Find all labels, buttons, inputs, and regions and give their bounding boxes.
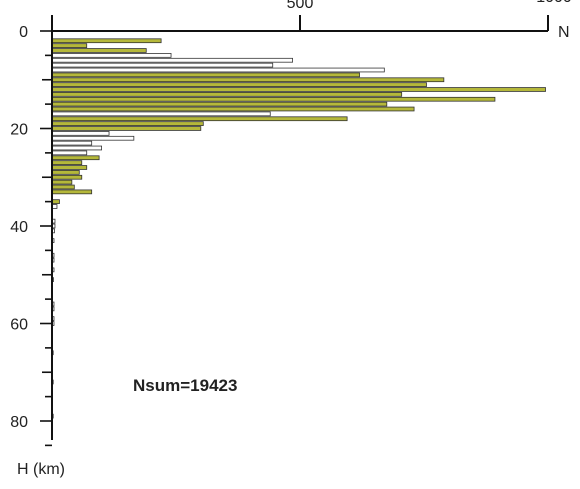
histogram-bar (51, 106, 415, 112)
x-axis-label: N (558, 24, 570, 41)
histogram-bar (51, 57, 293, 63)
x-tick-label-top: 1000 (536, 0, 572, 6)
histogram-bar (51, 165, 88, 170)
histogram-bar (51, 135, 135, 141)
y-tick-label: 40 (10, 219, 28, 236)
histogram-bar (51, 179, 73, 185)
y-ticks: 0 20 40 60 80 (10, 24, 52, 447)
histogram-bar (51, 101, 388, 107)
x-ticks: 500 (51, 0, 549, 31)
histogram-bar (51, 87, 546, 92)
histogram-bar (51, 67, 385, 73)
histogram-bar (51, 126, 202, 131)
histogram-bar (51, 77, 445, 83)
nsum-annotation: Nsum=19423 (133, 376, 237, 395)
histogram-bar (51, 189, 93, 195)
histogram-bar (51, 38, 162, 44)
histogram-bar (51, 199, 60, 204)
y-tick-label: 80 (10, 414, 28, 431)
histogram-bar (51, 116, 348, 122)
x-tick-label: 500 (287, 0, 314, 12)
histogram-bar (51, 150, 88, 156)
y-axis-label: H (km) (17, 461, 65, 478)
histogram-bar (51, 72, 360, 78)
histogram-bar (51, 53, 172, 58)
histogram-bar (51, 155, 100, 161)
y-tick-label: 20 (10, 122, 28, 139)
histogram-bar (51, 121, 204, 126)
histogram-bar (51, 62, 274, 68)
histogram-bar (51, 48, 147, 53)
y-tick-label: 0 (19, 24, 28, 41)
histogram-bar (51, 92, 403, 97)
histogram-bar (51, 184, 75, 190)
y-tick-label: 60 (10, 317, 28, 334)
histogram-bar (51, 174, 83, 180)
histogram-bar (51, 111, 271, 117)
histogram-bar (51, 145, 102, 151)
bars-layer (51, 38, 546, 419)
histogram-bar (51, 43, 88, 48)
histogram-bar (51, 82, 427, 87)
histogram-bar (51, 170, 80, 175)
histogram-bar (51, 160, 83, 165)
histogram-bar (51, 140, 93, 146)
histogram-bar (51, 96, 496, 102)
histogram-bar (51, 131, 110, 136)
